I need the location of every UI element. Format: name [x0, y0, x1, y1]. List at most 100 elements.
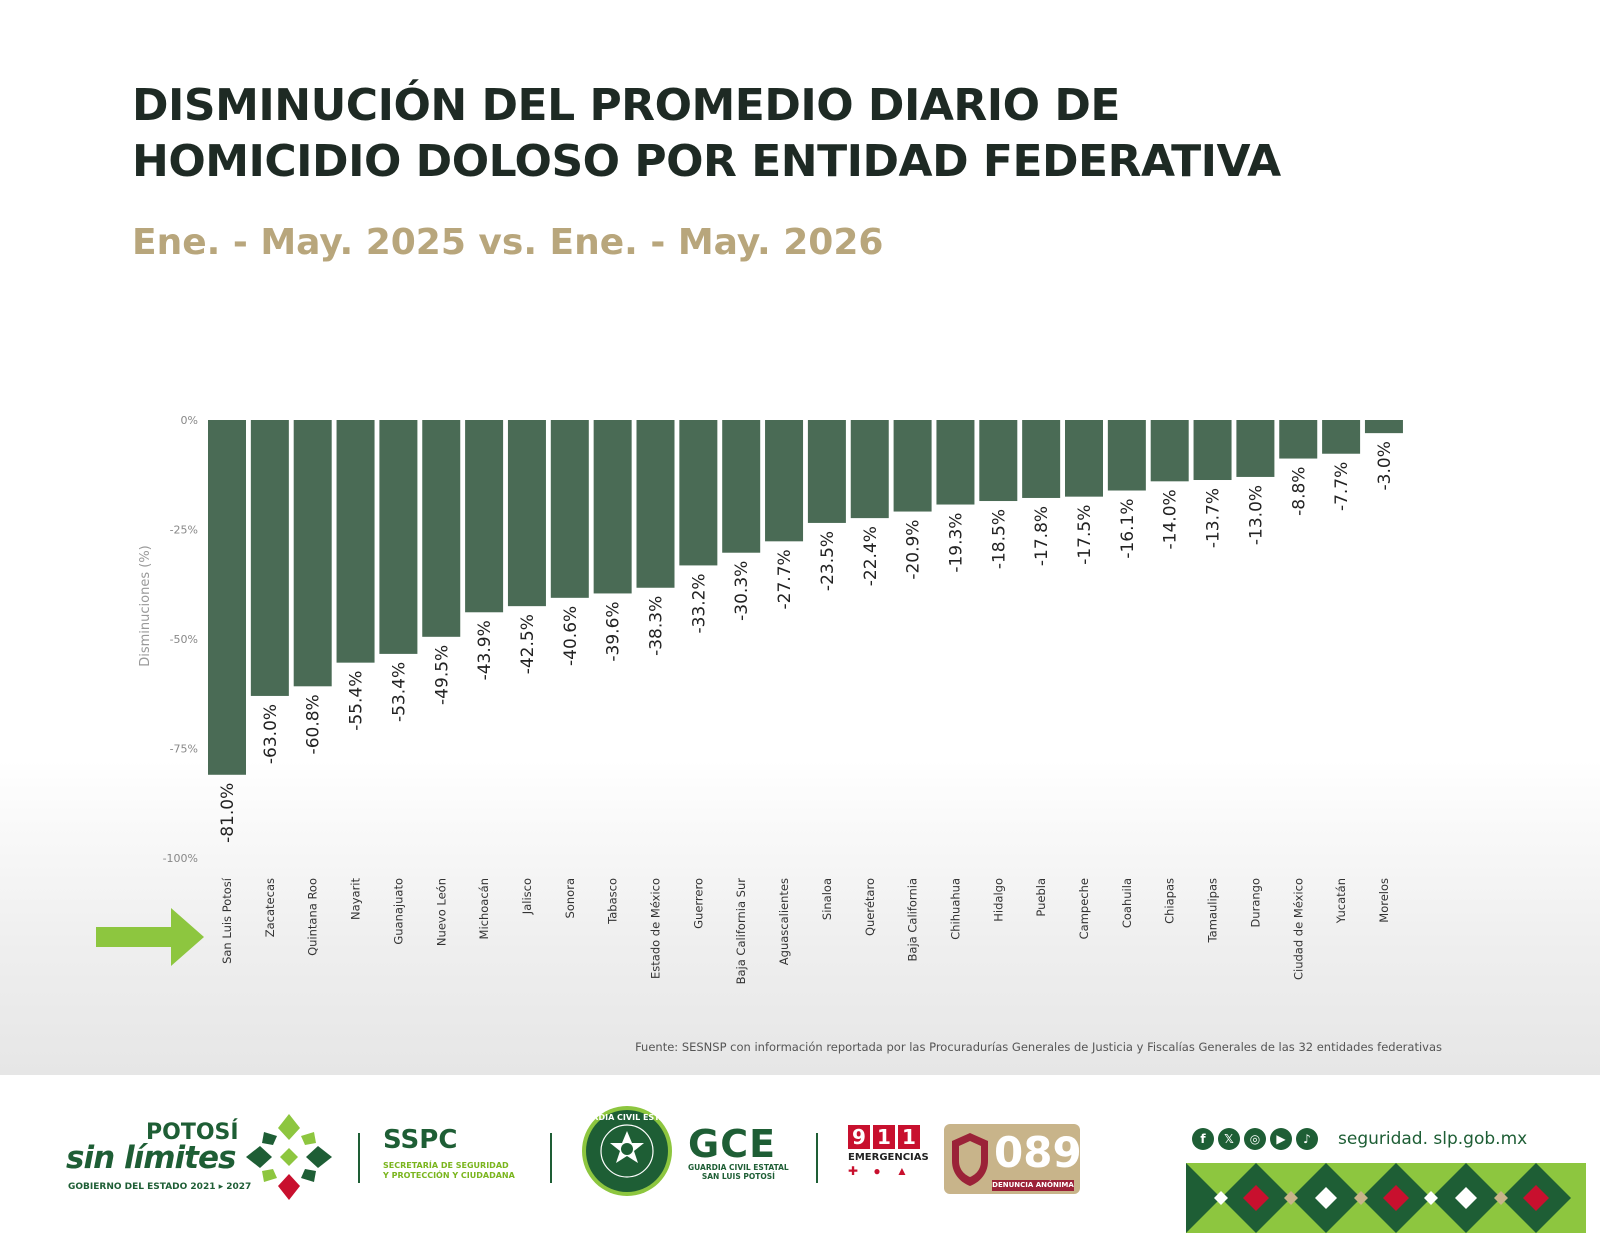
x-tick-label: Guanajuato [391, 878, 405, 945]
sspc-title: SSPC [383, 1125, 458, 1155]
data-label: -27.7% [775, 549, 795, 609]
x-tick-label: Quintana Roo [306, 878, 320, 956]
bar [208, 420, 246, 775]
shield-icon [952, 1133, 988, 1186]
gce-sub-line1: GUARDIA CIVIL ESTATAL [688, 1163, 789, 1172]
title-line-2: HOMICIDIO DOLOSO POR ENTIDAD FEDERATIVA [132, 136, 1281, 187]
bar [507, 420, 546, 607]
data-label: -18.5% [989, 509, 1009, 569]
bar [422, 420, 461, 637]
x-tick-label: Sonora [563, 878, 577, 918]
highlight-arrow-icon [96, 908, 204, 966]
website-link[interactable]: seguridad. slp.gob.mx [1338, 1129, 1528, 1149]
data-label: -33.2% [689, 573, 709, 633]
data-label: -20.9% [904, 520, 924, 580]
emergencias-911-logo: 9 1 1 EMERGENCIAS ✚ ● ▲ [848, 1125, 929, 1178]
bar [979, 420, 1018, 502]
logo-gobierno-text: GOBIERNO DEL ESTADO 2021 ▸ 2027 [68, 1182, 252, 1192]
data-label: -42.5% [518, 614, 538, 674]
x-tick-label: Nuevo León [434, 878, 448, 946]
x-tick-label: Tabasco [606, 878, 620, 925]
bar [722, 420, 761, 553]
title-line-1: DISMINUCIÓN DEL PROMEDIO DIARIO DE [132, 80, 1120, 131]
x-tick-label: Ciudad de México [1291, 878, 1305, 980]
e911-label: EMERGENCIAS [848, 1152, 929, 1163]
e911-digits: 9 1 1 [848, 1125, 928, 1149]
x-tick-label: Querétaro [863, 878, 877, 936]
facebook-icon[interactable]: f [1192, 1128, 1214, 1150]
denuncia-anonima-label: DENUNCIA ANÓNIMA [992, 1180, 1074, 1191]
bar [636, 420, 675, 588]
source-note: Fuente: SESNSP con información reportada… [635, 1040, 1442, 1054]
tiktok-icon[interactable]: ♪ [1296, 1128, 1318, 1150]
bar [1150, 420, 1189, 482]
data-label: -14.0% [1161, 489, 1181, 549]
y-tick-label: -25% [170, 524, 198, 537]
e911-digit: 1 [873, 1125, 895, 1149]
bar [1022, 420, 1061, 498]
x-tick-label: Zacatecas [263, 878, 277, 937]
emergency-services-icon: ✚ ● ▲ [848, 1164, 914, 1178]
x-tick-label: Baja California Sur [734, 878, 748, 985]
bar [765, 420, 804, 542]
x-tick-label: Durango [1248, 878, 1262, 928]
data-label: -17.8% [1032, 506, 1052, 566]
x-tick-label: Campeche [1077, 878, 1091, 939]
bar [1065, 420, 1103, 497]
bar [679, 420, 718, 566]
data-label: -13.7% [1204, 488, 1224, 548]
bar [293, 420, 332, 687]
sspc-logo: SSPC SECRETARÍA DE SEGURIDAD Y PROTECCIÓ… [383, 1125, 515, 1181]
data-label: -3.0% [1375, 441, 1395, 490]
sspc-sub-line1: SECRETARÍA DE SEGURIDAD [383, 1161, 509, 1170]
x-tick-label: Estado de México [649, 878, 663, 979]
y-tick-label: 0% [181, 414, 198, 427]
x-tick-label: Sinaloa [820, 878, 834, 920]
data-label: -13.0% [1246, 485, 1266, 545]
sspc-sub-line2: Y PROTECCIÓN Y CIUDADANA [383, 1171, 515, 1180]
x-tick-label: Nayarit [349, 878, 363, 920]
logo-potosi-text: POTOSÍ [146, 1120, 239, 1145]
y-tick-label: -100% [163, 852, 198, 865]
bar [850, 420, 889, 519]
bar [1107, 420, 1146, 491]
gce-title: GCE [688, 1122, 777, 1166]
social-links: f 𝕏 ◎ ▶ ♪ [1192, 1128, 1318, 1150]
y-tick-label: -75% [170, 743, 198, 756]
bar [465, 420, 504, 613]
bar [336, 420, 375, 663]
data-label: -22.4% [861, 526, 881, 586]
chart-subtitle: Ene. - May. 2025 vs. Ene. - May. 2026 [132, 222, 884, 263]
e911-digit: 1 [898, 1125, 920, 1149]
data-label: -81.0% [218, 783, 238, 843]
data-label: -8.8% [1289, 467, 1309, 516]
data-label: -7.7% [1332, 462, 1352, 511]
data-label: -63.0% [261, 704, 281, 764]
data-label: -43.9% [475, 620, 495, 680]
youtube-icon[interactable]: ▶ [1270, 1128, 1292, 1150]
x-icon[interactable]: 𝕏 [1218, 1128, 1240, 1150]
instagram-icon[interactable]: ◎ [1244, 1128, 1266, 1150]
footer-divider [550, 1133, 552, 1183]
data-label: -23.5% [818, 531, 838, 591]
x-tick-label: Chihuahua [948, 878, 962, 940]
bar [807, 420, 846, 523]
x-tick-label: Yucatán [1334, 878, 1348, 924]
x-tick-label: Morelos [1377, 878, 1391, 923]
bar [250, 420, 289, 696]
bar [1364, 420, 1403, 434]
data-label: -55.4% [347, 671, 367, 731]
bar [1193, 420, 1232, 481]
data-label: -17.5% [1075, 505, 1095, 565]
denuncia-089-logo: 089 DENUNCIA ANÓNIMA [944, 1124, 1082, 1194]
bar [1279, 420, 1318, 459]
bar [893, 420, 932, 512]
badge-text: GUARDIA CIVIL ESTATAL [581, 1113, 673, 1122]
data-label: -53.4% [389, 662, 409, 722]
y-tick-label: -50% [170, 633, 198, 646]
num-089: 089 [994, 1128, 1082, 1177]
bar [1236, 420, 1275, 477]
potosi-star-icon [246, 1114, 332, 1200]
bar [1322, 420, 1361, 454]
x-tick-label: Aguascalientes [777, 878, 791, 965]
